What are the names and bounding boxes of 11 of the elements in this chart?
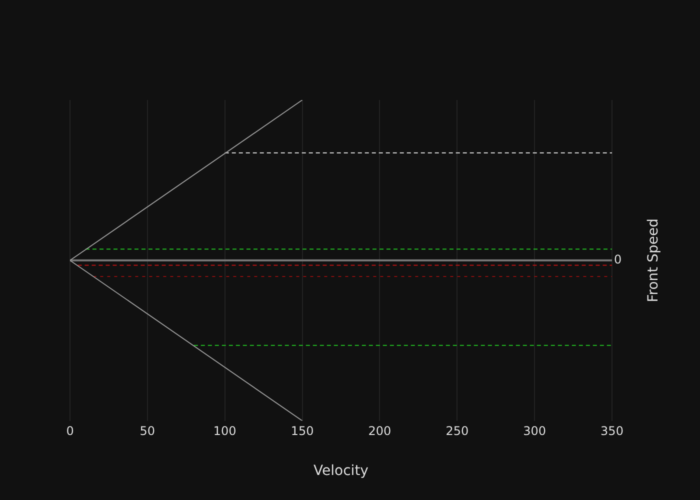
x-tick-label: 100 bbox=[213, 424, 236, 438]
x-tick-label: 150 bbox=[290, 424, 314, 438]
x-tick-label: 300 bbox=[523, 424, 546, 438]
x-tick-label: 350 bbox=[600, 424, 624, 438]
y-axis-title: Front Speed bbox=[646, 218, 662, 302]
x-tick-label: 200 bbox=[368, 424, 392, 438]
x-tick-label: 0 bbox=[66, 424, 74, 438]
x-tick-label: 250 bbox=[446, 424, 469, 438]
annotation: 0 bbox=[614, 252, 622, 267]
x-axis-title: Velocity bbox=[314, 463, 368, 480]
x-tick-label: 50 bbox=[140, 424, 156, 438]
